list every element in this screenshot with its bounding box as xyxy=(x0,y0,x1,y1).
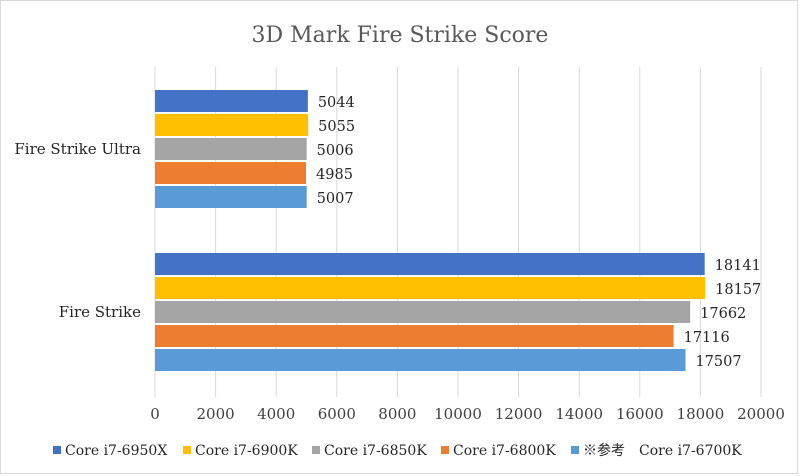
chart-title: 3D Mark Fire Strike Score xyxy=(252,23,549,48)
data-label: 17507 xyxy=(695,354,741,370)
data-label: 5044 xyxy=(318,95,355,111)
x-tick-label: 20000 xyxy=(737,405,785,423)
x-tick-label: 18000 xyxy=(677,405,725,423)
x-tick-label: 4000 xyxy=(257,405,295,423)
legend-swatch xyxy=(183,446,191,454)
bar xyxy=(155,253,705,275)
x-tick-label: 8000 xyxy=(378,405,416,423)
bar xyxy=(155,114,309,136)
bar xyxy=(155,277,706,299)
data-label: 5006 xyxy=(317,143,354,159)
x-tick-label: 6000 xyxy=(318,405,356,423)
legend-label: Core i7-6850K xyxy=(324,443,427,459)
x-tick-label: 2000 xyxy=(197,405,235,423)
legend-label: Core i7-6800K xyxy=(453,443,556,459)
bar xyxy=(155,301,691,323)
legend-swatch xyxy=(53,446,61,454)
bar xyxy=(155,325,674,347)
legend-label: Core i7-6900K xyxy=(195,443,298,459)
bar xyxy=(155,349,686,371)
x-tick-label: 14000 xyxy=(555,405,603,423)
data-label: 5055 xyxy=(318,119,355,135)
x-tick-label: 16000 xyxy=(616,405,664,423)
bar xyxy=(155,138,307,160)
category-labels: Fire Strike Ultra Fire Strike xyxy=(14,140,141,321)
x-tick-label: 0 xyxy=(150,405,160,423)
legend-label: ※参考 Core i7-6700K xyxy=(583,442,742,459)
data-label: 4985 xyxy=(316,167,353,183)
data-labels: 5044 5055 5006 4985 5007 18141 18157 17662 17116… xyxy=(316,95,761,370)
data-label: 5007 xyxy=(317,191,354,207)
bars xyxy=(155,90,706,371)
legend: Core i7-6950X Core i7-6900K Core i7-6850K C… xyxy=(53,442,742,459)
bar xyxy=(155,186,307,208)
data-label: 17116 xyxy=(684,330,730,346)
x-tick-label: 12000 xyxy=(495,405,543,423)
x-axis-ticks: 0 2000 4000 6000 8000 10000 12000 14000 16000 180… xyxy=(150,405,785,423)
x-tick-label: 10000 xyxy=(434,405,482,423)
category-label: Fire Strike xyxy=(59,303,141,321)
bar xyxy=(155,162,307,184)
legend-swatch xyxy=(441,446,449,454)
data-label: 17662 xyxy=(700,306,746,322)
category-label: Fire Strike Ultra xyxy=(14,140,141,158)
data-label: 18141 xyxy=(715,258,761,274)
data-label: 18157 xyxy=(715,282,761,298)
legend-swatch xyxy=(571,446,579,454)
legend-label: Core i7-6950X xyxy=(65,443,167,459)
bar xyxy=(155,90,308,112)
legend-swatch xyxy=(312,446,320,454)
